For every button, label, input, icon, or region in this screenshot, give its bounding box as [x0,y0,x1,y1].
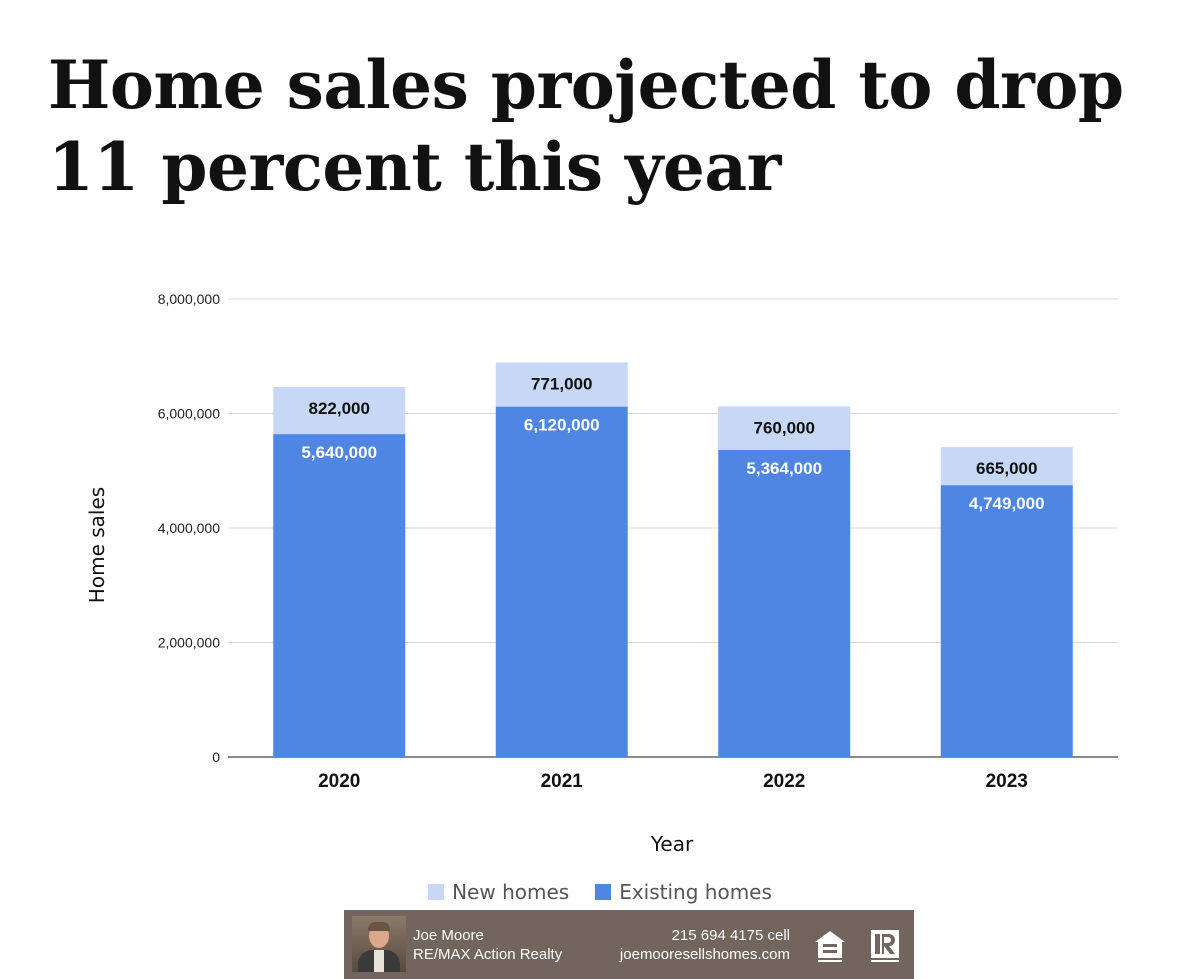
y-tick-label: 2,000,000 [158,635,220,651]
x-tick-label: 2020 [318,771,360,792]
bars [273,362,1073,757]
x-axis-label: Year [650,832,694,856]
x-tick-label: 2022 [763,771,805,792]
legend-item-existing-homes[interactable]: Existing homes [595,880,772,904]
data-label-existing-homes: 6,120,000 [524,416,600,435]
data-label-new-homes: 822,000 [309,399,370,418]
x-tick-label: 2023 [986,771,1028,792]
y-tick-label: 8,000,000 [158,291,220,307]
y-tick-label: 0 [212,749,220,765]
x-tick-label: 2021 [541,771,584,792]
bar-existing-homes[interactable] [495,406,628,757]
legend: New homes Existing homes [0,880,1200,904]
realtor-icon [871,930,899,962]
legend-swatch-new-homes [428,884,445,900]
data-label-existing-homes: 4,749,000 [969,494,1045,513]
y-tick-label: 4,000,000 [158,520,220,536]
agent-name: Joe Moore [413,927,484,944]
bar-existing-homes[interactable] [718,449,851,757]
data-label-new-homes: 771,000 [531,374,592,393]
agent-website[interactable]: joemooresellshomes.com [619,946,790,963]
bar-new-homes[interactable] [273,387,406,435]
legend-item-new-homes[interactable]: New homes [428,880,569,904]
data-label-new-homes: 665,000 [976,459,1037,478]
stacked-bar-chart: 0 2,000,000 4,000,000 6,000,000 8,000,000 82… [85,291,1118,856]
data-label-existing-homes: 5,364,000 [746,459,822,478]
bar-existing-homes[interactable] [940,485,1073,757]
legend-label-new-homes: New homes [452,880,570,904]
x-axis-ticks: 2020 2021 2022 2023 [318,771,1028,792]
y-axis-ticks: 0 2,000,000 4,000,000 6,000,000 8,000,000 [158,291,221,765]
legend-label-existing-homes: Existing homes [619,880,772,904]
page-title: Home sales projected to drop 11 percent … [48,46,1124,206]
bar-new-homes[interactable] [495,362,628,407]
equal-housing-opportunity-icon [815,931,845,962]
agent-phone[interactable]: 215 694 4175 cell [671,927,790,944]
agent-footer-banner: Joe Moore RE/MAX Action Realty 215 694 4… [344,910,914,979]
y-axis-label: Home sales [85,487,109,603]
data-labels: 822,000 5,640,000 771,000 6,120,000 760,000 5… [301,374,1044,513]
bar-new-homes[interactable] [940,447,1073,486]
bar-existing-homes[interactable] [273,434,406,757]
agent-company: RE/MAX Action Realty [413,946,563,963]
agent-photo [352,916,406,972]
legend-swatch-existing-homes [595,884,612,900]
data-label-new-homes: 760,000 [754,418,815,437]
y-tick-label: 6,000,000 [158,406,220,422]
data-label-existing-homes: 5,640,000 [301,443,377,462]
bar-new-homes[interactable] [718,406,851,450]
